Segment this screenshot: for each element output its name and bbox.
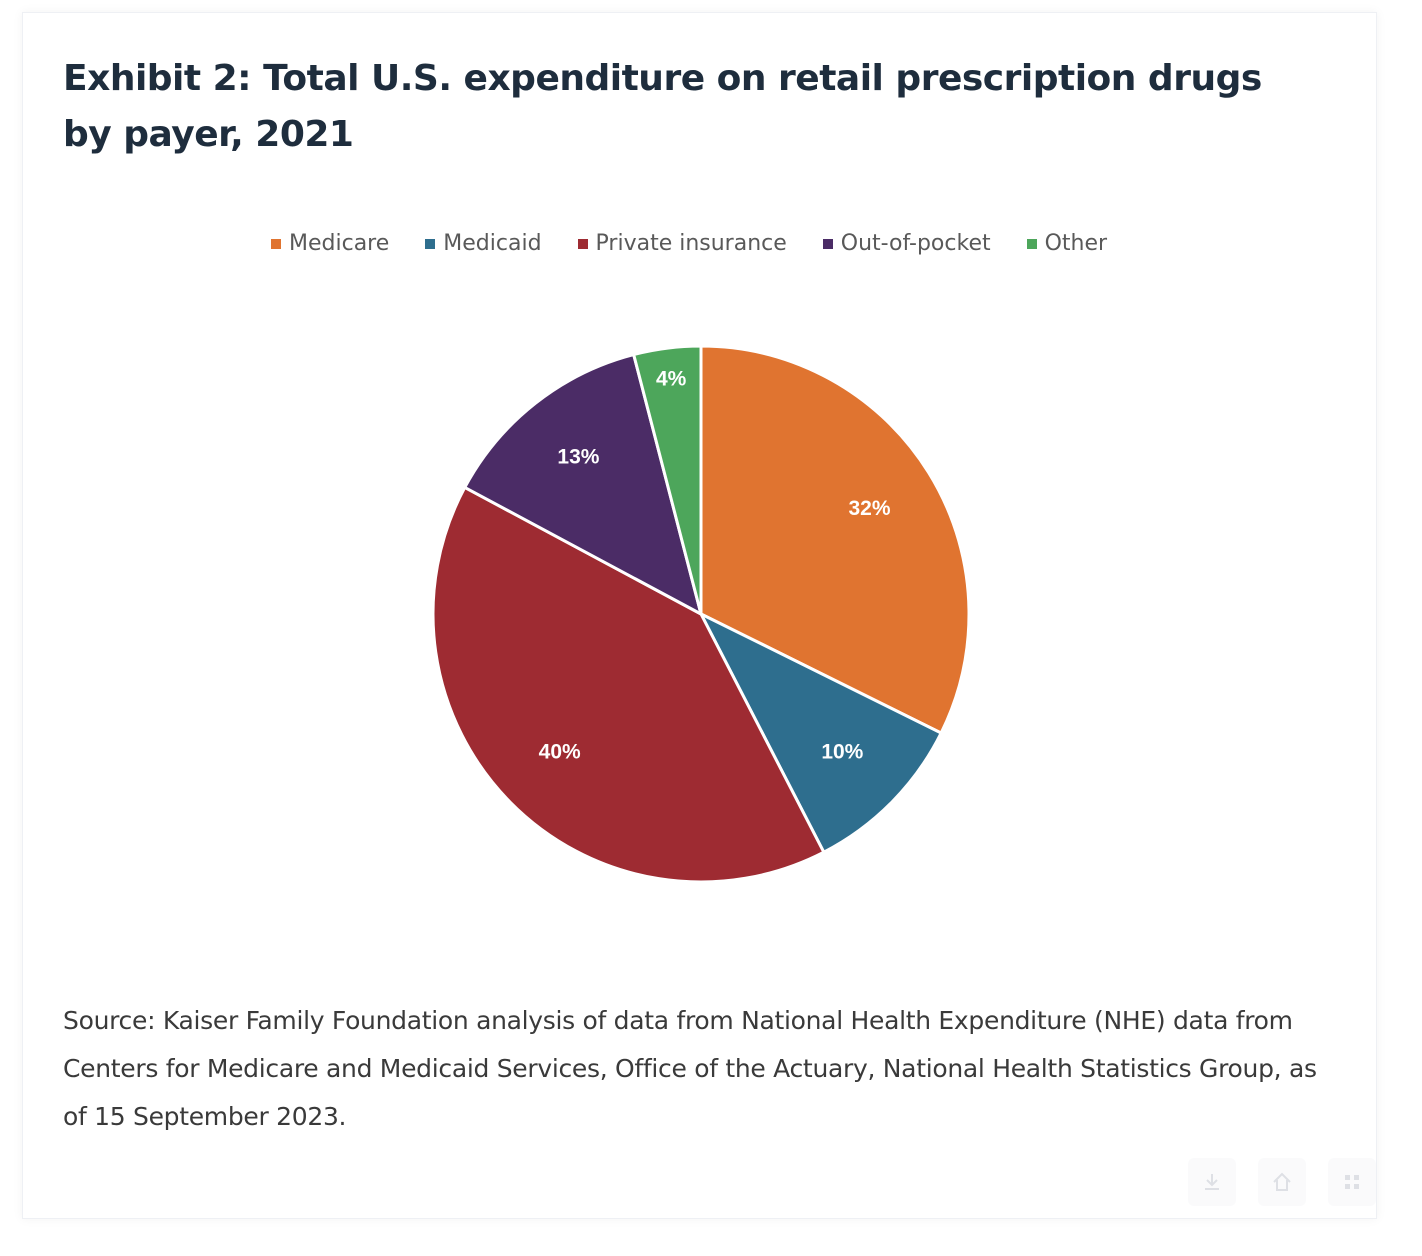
chart-toolbar (1188, 1158, 1376, 1206)
home-icon (1273, 1172, 1291, 1191)
menu-button[interactable] (1328, 1158, 1376, 1206)
pie-slice-out-of-pocket (462, 352, 704, 617)
legend-swatch (1026, 238, 1037, 249)
legend-item-medicaid: Medicaid (425, 231, 542, 256)
pie-slice-other (631, 344, 703, 615)
legend-swatch (577, 238, 588, 249)
pie-data-label: 13% (557, 446, 599, 469)
legend-label: Medicaid (443, 231, 542, 256)
pie-chart: 32% 10% 40% 13% 4% (431, 344, 971, 884)
legend-swatch (425, 238, 436, 249)
legend-label: Private insurance (595, 231, 787, 256)
pie-data-label: 40% (539, 741, 581, 764)
pie-slice-medicaid (697, 610, 944, 855)
legend-item-other: Other (1026, 231, 1108, 256)
exhibit-card: Exhibit 2: Total U.S. expenditure on ret… (22, 12, 1377, 1219)
legend-label: Other (1044, 231, 1108, 256)
download-icon (1205, 1174, 1219, 1190)
pie-slice-private-insurance (431, 485, 826, 884)
source-note: Source: Kaiser Family Foundation analysi… (63, 1006, 1317, 1131)
chart-title: Exhibit 2: Total U.S. expenditure on ret… (63, 58, 1262, 155)
legend-swatch (822, 238, 833, 249)
pie-data-label: 4% (656, 368, 687, 391)
legend-item-private-insurance: Private insurance (577, 231, 787, 256)
chart-legend: Medicare Medicaid Private insurance Out-of-… (271, 231, 1143, 256)
home-button[interactable] (1258, 1158, 1306, 1206)
legend-swatch (271, 238, 281, 249)
legend-label: Medicare (289, 231, 390, 256)
pie-slice-medicare (699, 344, 971, 736)
legend-item-out-of-pocket: Out-of-pocket (822, 231, 991, 256)
legend-label: Out-of-pocket (840, 231, 991, 256)
grid-icon (1345, 1175, 1359, 1189)
pie-data-label: 32% (849, 497, 891, 520)
download-button[interactable] (1188, 1158, 1236, 1206)
pie-data-label: 10% (821, 741, 863, 764)
legend-item-medicare: Medicare (271, 231, 389, 256)
